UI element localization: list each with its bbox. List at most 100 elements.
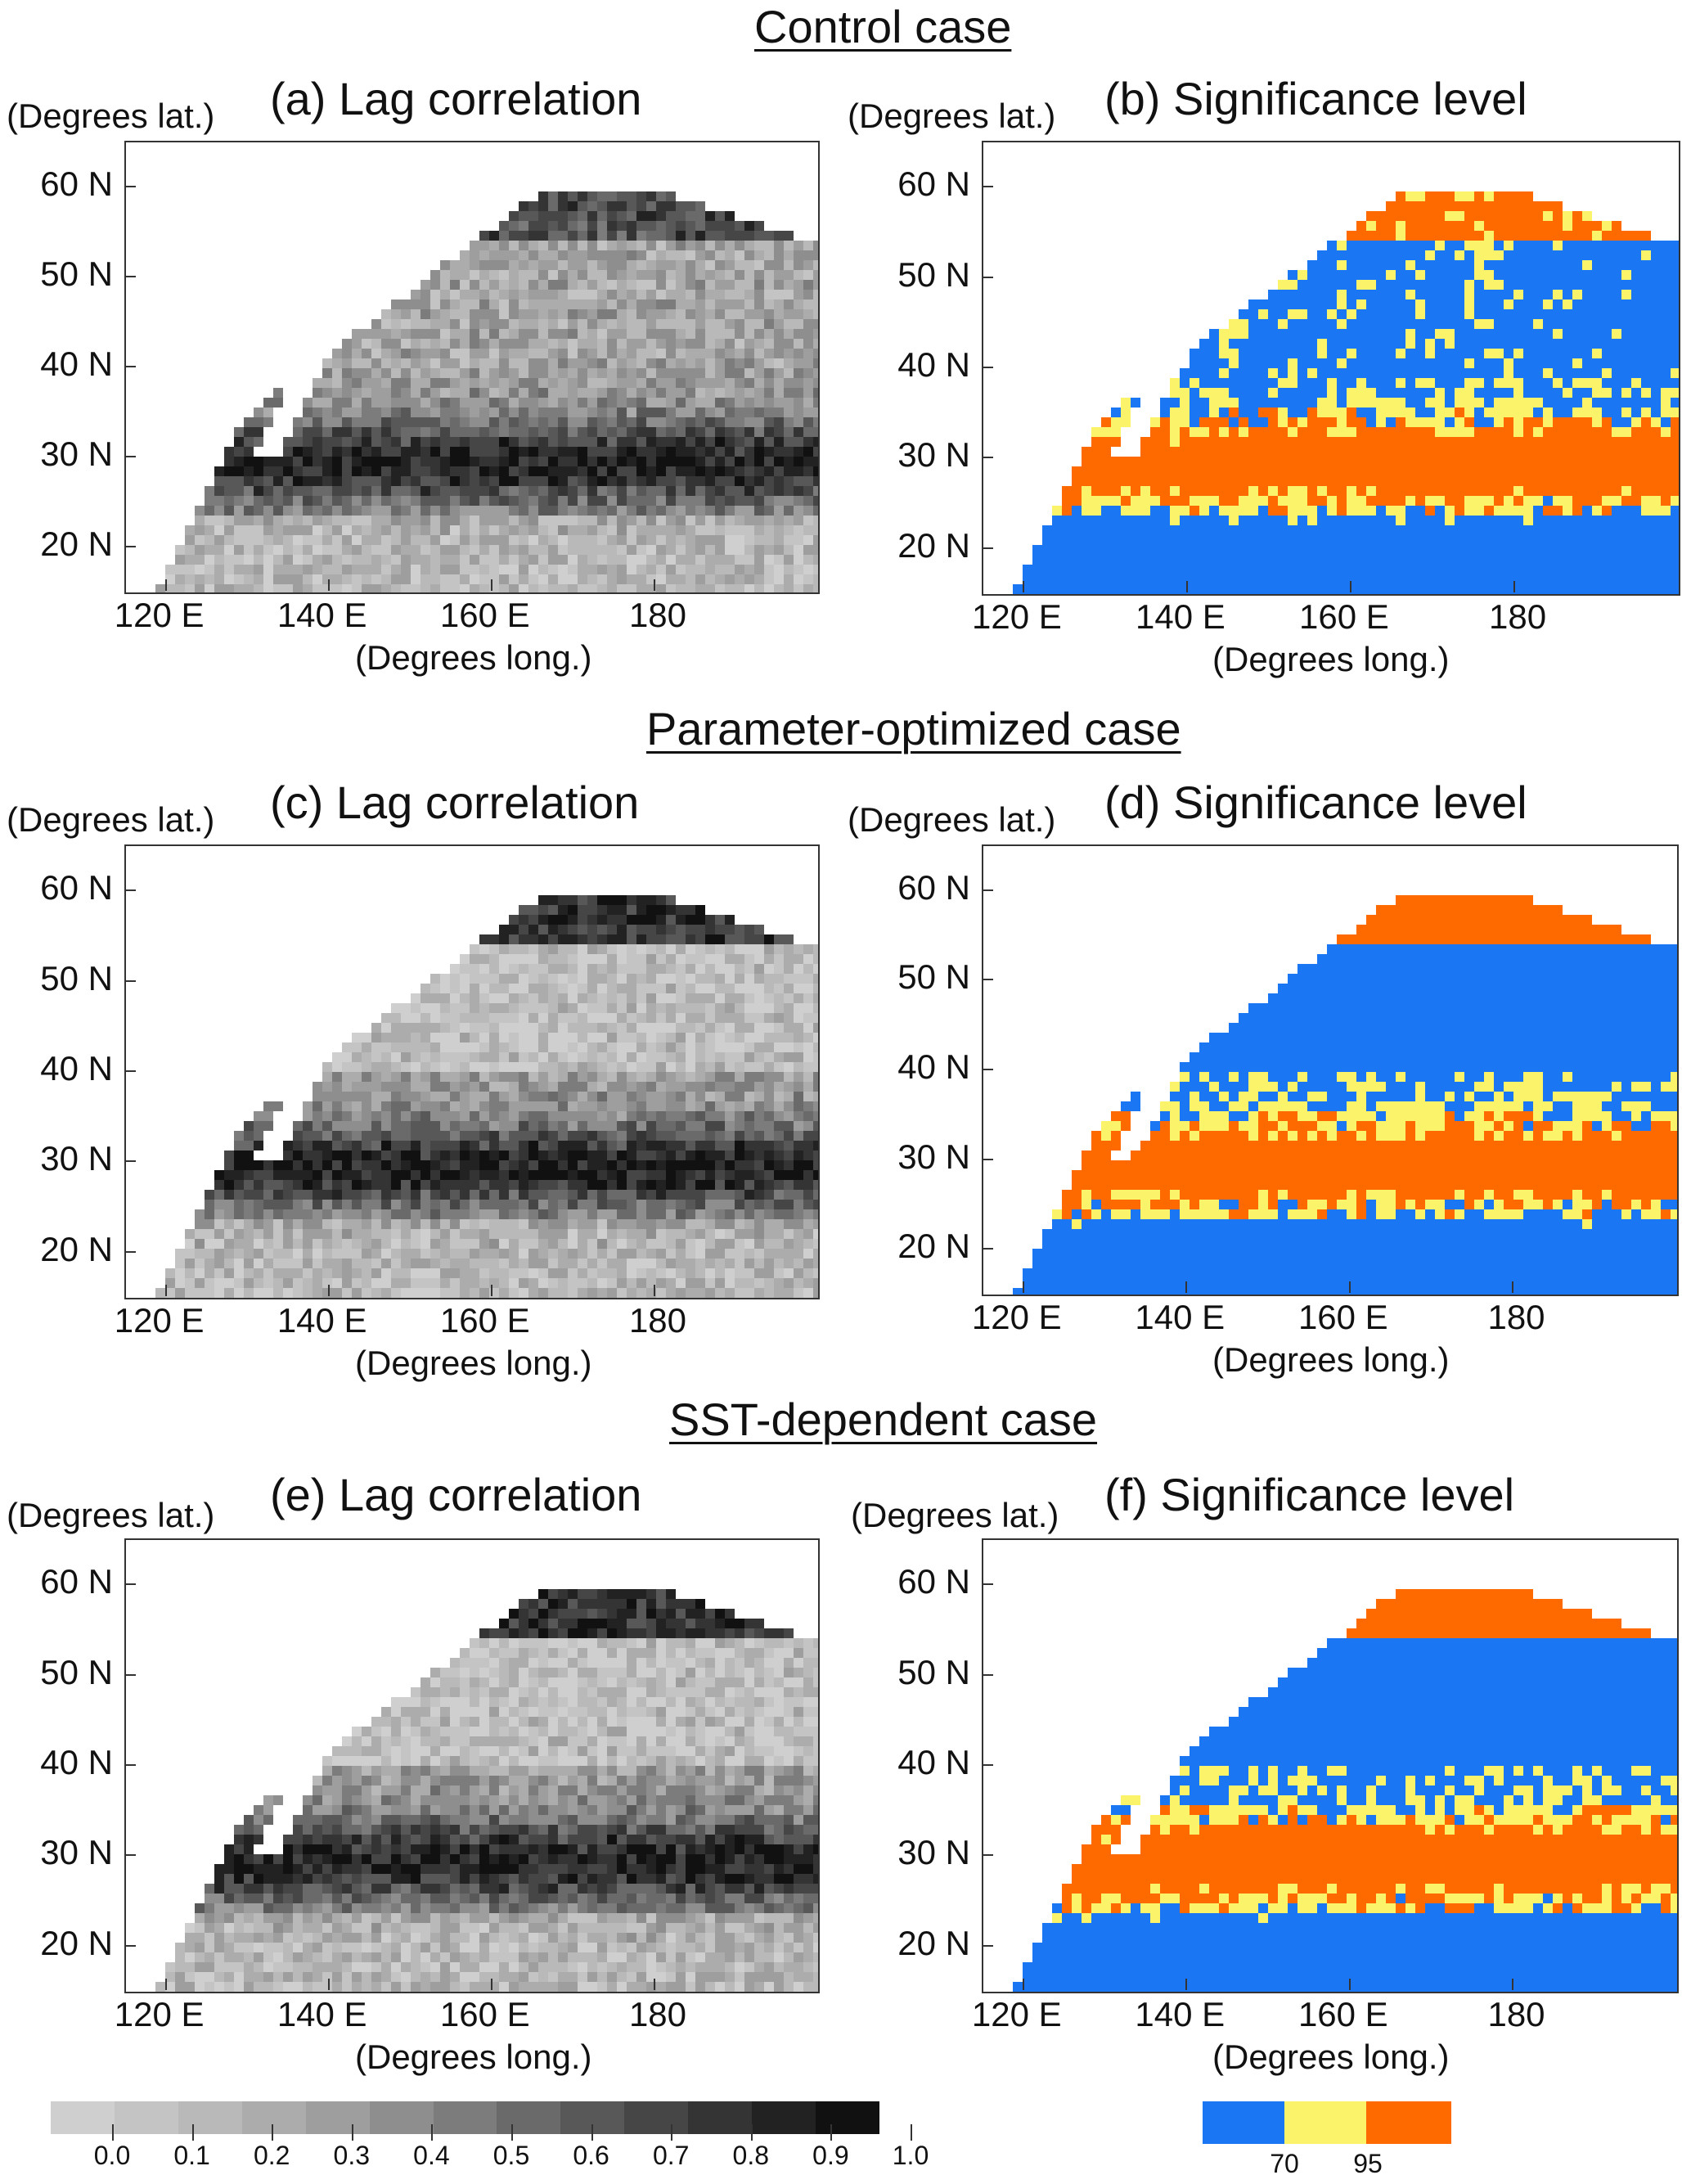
map-cell xyxy=(479,339,489,349)
map-cell xyxy=(1239,368,1248,378)
map-cell xyxy=(460,437,470,447)
map-cell xyxy=(568,516,578,525)
map-cell xyxy=(1621,408,1631,417)
map-cell xyxy=(352,1072,362,1082)
map-cell xyxy=(784,964,794,974)
map-cell xyxy=(362,496,371,506)
map-cell xyxy=(411,339,421,349)
map-cell xyxy=(568,944,578,954)
map-cell xyxy=(744,1023,754,1033)
map-cell xyxy=(293,417,303,427)
map-cell xyxy=(411,408,421,417)
map-cell xyxy=(1278,525,1288,535)
map-cell xyxy=(214,466,224,476)
map-cell xyxy=(440,417,450,427)
map-cell xyxy=(322,565,332,574)
map-cell xyxy=(705,584,715,592)
map-cell xyxy=(1445,260,1455,270)
map-cell xyxy=(1474,349,1484,358)
map-cell xyxy=(1268,584,1278,594)
map-cell xyxy=(617,1072,627,1082)
map-cell xyxy=(1140,525,1150,535)
map-cell xyxy=(1219,427,1229,437)
map-cell xyxy=(627,378,636,388)
map-cell xyxy=(1494,191,1504,201)
map-cell xyxy=(411,525,421,535)
map-cell xyxy=(1297,339,1307,349)
map-cell xyxy=(558,964,568,974)
map-cell xyxy=(263,417,273,427)
map-cell xyxy=(558,358,568,368)
map-cell xyxy=(1563,525,1572,535)
map-cell xyxy=(784,535,794,545)
map-cell xyxy=(774,1082,784,1092)
map-cell xyxy=(646,329,656,339)
map-cell xyxy=(1268,427,1278,437)
map-cell xyxy=(627,915,636,925)
map-cell xyxy=(421,447,430,457)
map-cell xyxy=(794,1003,803,1013)
map-cell xyxy=(1464,221,1474,231)
map-cell xyxy=(656,1033,666,1042)
map-cell xyxy=(627,496,636,506)
map-cell xyxy=(656,388,666,398)
map-cell xyxy=(725,574,735,584)
map-cell xyxy=(1631,516,1641,525)
map-cell xyxy=(381,1033,391,1042)
map-cell xyxy=(244,447,254,457)
map-cell xyxy=(430,1042,440,1052)
map-cell xyxy=(303,476,313,486)
map-cell xyxy=(1641,349,1651,358)
map-cell xyxy=(1356,270,1366,280)
map-cell xyxy=(597,954,607,964)
map-cell xyxy=(1445,516,1455,525)
map-cell xyxy=(646,221,656,231)
map-cell xyxy=(676,358,686,368)
map-cell xyxy=(725,944,735,954)
map-cell xyxy=(754,1082,764,1092)
map-cell xyxy=(1582,584,1592,594)
map-cell xyxy=(1504,231,1513,241)
map-cell xyxy=(1631,280,1641,290)
map-cell xyxy=(332,506,342,516)
map-cell xyxy=(1455,506,1464,516)
map-cell xyxy=(1150,555,1160,565)
map-cell xyxy=(764,1082,774,1092)
map-cell xyxy=(676,437,686,447)
map-cell xyxy=(686,250,695,260)
map-cell xyxy=(1553,545,1563,555)
map-cell xyxy=(607,427,617,437)
map-cell xyxy=(1297,398,1307,408)
map-cell xyxy=(764,574,774,584)
map-cell xyxy=(1533,329,1543,339)
map-cell xyxy=(1612,574,1621,584)
map-cell xyxy=(1445,280,1455,290)
map-cell xyxy=(1592,516,1602,525)
map-cell xyxy=(627,964,636,974)
map-cell xyxy=(1484,241,1494,250)
map-cell xyxy=(587,329,597,339)
map-cell xyxy=(411,476,421,486)
map-cell xyxy=(1621,388,1631,398)
map-cell xyxy=(666,915,676,925)
map-cell xyxy=(1582,398,1592,408)
map-cell xyxy=(1317,476,1327,486)
map-cell xyxy=(597,339,607,349)
map-cell xyxy=(1229,417,1239,427)
map-cell xyxy=(1513,388,1523,398)
map-cell xyxy=(1651,329,1661,339)
map-cell xyxy=(744,270,754,280)
map-cell xyxy=(470,516,479,525)
map-cell xyxy=(1425,339,1435,349)
map-cell xyxy=(548,915,558,925)
map-cell xyxy=(1121,398,1131,408)
map-cell xyxy=(1160,506,1170,516)
map-cell xyxy=(411,329,421,339)
map-cell xyxy=(1415,496,1425,506)
map-cell xyxy=(1464,555,1474,565)
map-cell xyxy=(460,565,470,574)
map-cell xyxy=(1278,349,1288,358)
map-cell xyxy=(1190,398,1199,408)
map-cell xyxy=(1425,221,1435,231)
map-cell xyxy=(1425,260,1435,270)
